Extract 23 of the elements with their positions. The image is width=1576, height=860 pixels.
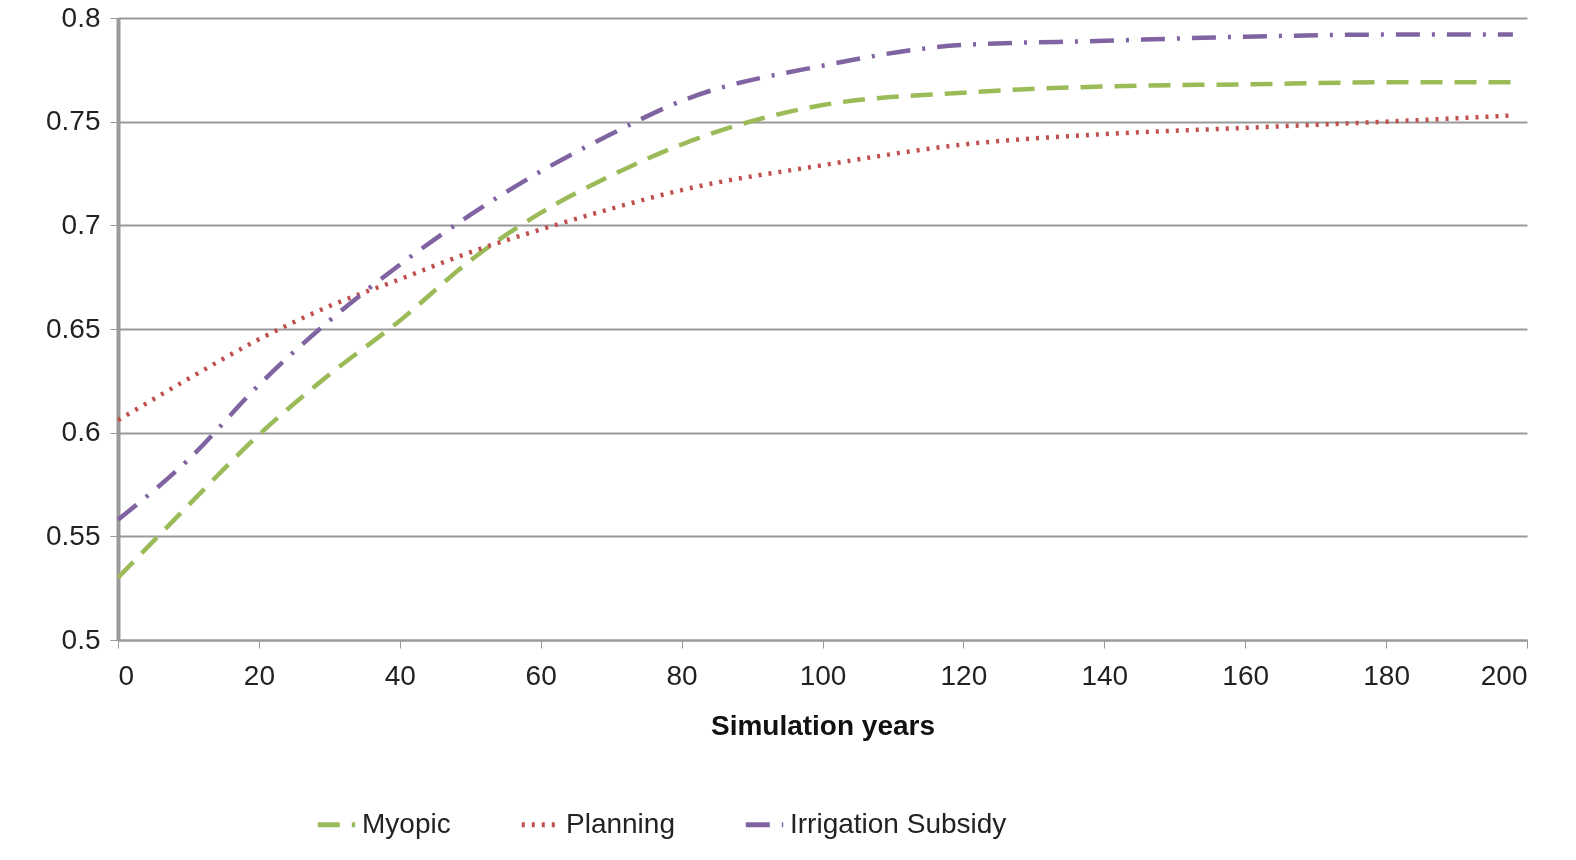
line-series: [115, 32, 1516, 522]
x-tick-label: 140: [1081, 659, 1129, 691]
y-tick-label: 0.6: [61, 416, 101, 448]
legend-label: Irrigation Subsidy: [790, 807, 1007, 839]
x-tick-label: 60: [525, 659, 557, 691]
x-tick-label: 40: [384, 659, 416, 691]
x-tick-label: 160: [1222, 659, 1270, 691]
y-tick-label: 0.7: [61, 208, 101, 240]
y-tick-label: 0.55: [46, 519, 101, 551]
x-tick-label: 200: [1480, 659, 1528, 691]
y-tick-label: 0.65: [46, 312, 101, 344]
x-tick-label: 180: [1363, 659, 1410, 691]
x-tick-label: 20: [243, 659, 275, 691]
x-tick-label: 80: [666, 659, 698, 691]
legend-label: Myopic: [362, 807, 451, 839]
x-tick-label: 120: [940, 659, 988, 691]
y-tick-label: 0.75: [46, 105, 101, 137]
legend-label: Planning: [566, 807, 675, 839]
x-tick-label: 0: [118, 659, 135, 691]
y-tick-label: 0.8: [61, 1, 101, 33]
y-tick-label: 0.5: [61, 623, 101, 655]
x-axis-title: Simulation years: [710, 709, 936, 741]
x-tick-label: 100: [799, 659, 847, 691]
